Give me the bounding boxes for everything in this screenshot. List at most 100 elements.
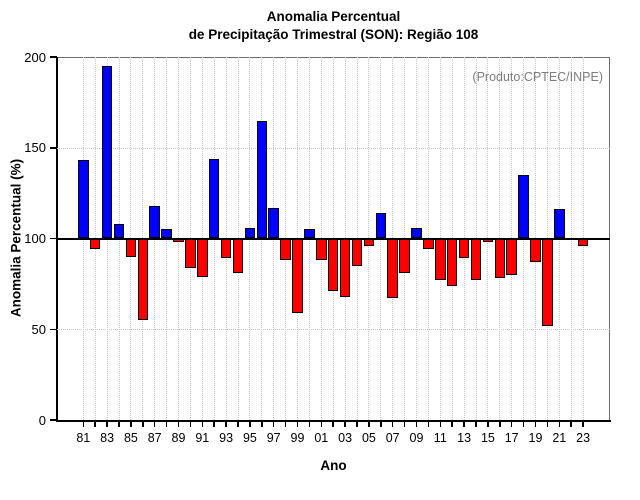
y-tick [50, 419, 57, 421]
x-tick [558, 421, 561, 427]
x-tick [368, 421, 370, 427]
bar-2001 [316, 238, 327, 261]
x-tick [534, 421, 537, 427]
plot-area: (Produto:CPTEC/INPE) 0 50 100 150 200 81 83 85 8… [24, 50, 611, 445]
y-tick-label: 0 [38, 412, 46, 428]
x-tick [106, 421, 108, 427]
x-tick [356, 421, 358, 427]
bar-2018 [518, 174, 529, 239]
x-tick-label: 13 [457, 431, 472, 445]
x-tick [570, 421, 572, 427]
x-tick [320, 421, 323, 427]
bar-2007 [387, 238, 398, 299]
x-tick-label: 07 [385, 431, 400, 445]
x-tick [94, 421, 96, 427]
x-tick [344, 421, 346, 427]
x-tick-label: 23 [576, 431, 591, 445]
x-tick [261, 421, 263, 427]
x-tick-label: 81 [76, 431, 91, 445]
x-tick [546, 421, 549, 427]
x-tick [237, 421, 239, 427]
bar-2013 [458, 238, 470, 259]
x-tick [451, 421, 453, 427]
source-annotation: (Produto:CPTEC/INPE) [472, 70, 603, 84]
x-tick [475, 421, 477, 427]
bar-1994 [232, 238, 244, 273]
bar-2021 [554, 209, 565, 239]
x-tick [201, 421, 204, 427]
y-tick [50, 147, 57, 149]
bar-1982 [89, 238, 101, 250]
x-tick [463, 421, 465, 427]
x-tick-label: 93 [219, 431, 234, 445]
y-tick-label: 150 [24, 140, 46, 156]
bar-1981 [78, 160, 89, 239]
x-tick [510, 421, 513, 427]
x-tick-label: 21 [552, 431, 567, 445]
y-tick-label: 100 [24, 231, 46, 246]
x-tick [427, 421, 430, 427]
y-tick [50, 237, 57, 240]
x-tick-label: 03 [338, 431, 353, 445]
y-tick [50, 328, 57, 330]
y-axis-title: Anomalia Percentual (%) [8, 158, 24, 318]
x-tick-label: 95 [242, 431, 257, 445]
x-tick [380, 421, 382, 427]
x-tick-label: 17 [504, 431, 519, 445]
chart-title-line2: de Precipitação Trimestral (SON): Região… [188, 27, 479, 42]
x-tick-label: 09 [409, 431, 424, 445]
x-tick-label: 97 [266, 431, 281, 445]
bar-1983 [101, 66, 113, 239]
x-tick [189, 421, 192, 427]
x-tick [522, 421, 525, 427]
bar-1985 [125, 238, 137, 257]
bar-2004 [351, 238, 363, 266]
bar-1986 [137, 238, 149, 321]
bar-2014 [470, 238, 482, 281]
x-tick-label: 89 [171, 431, 186, 445]
x-tick [213, 421, 215, 427]
bar-2010 [423, 238, 434, 250]
y-tick [50, 56, 57, 58]
chart-title-line1: Anomalia Percentual [266, 9, 401, 24]
x-tick-label: 99 [290, 431, 305, 445]
x-tick [284, 421, 287, 427]
x-tick [153, 421, 156, 427]
x-tick [272, 421, 275, 427]
bar-2002 [327, 238, 339, 292]
x-tick [332, 421, 334, 427]
bar-1996 [256, 120, 268, 239]
x-tick [391, 421, 394, 427]
bar-2012 [446, 238, 458, 286]
x-tick [296, 421, 299, 427]
x-tick-label: 83 [100, 431, 115, 445]
x-tick [415, 421, 418, 427]
y-tick-label: 200 [24, 49, 46, 65]
bar-2011 [435, 238, 446, 281]
x-tick-label: 19 [528, 431, 543, 445]
bar-1998 [280, 238, 291, 261]
x-tick-label: 85 [123, 431, 138, 445]
x-tick [249, 421, 251, 427]
x-axis-title: Ano [320, 458, 347, 473]
bar-1987 [149, 205, 160, 239]
horizontal-gridline [57, 147, 610, 149]
x-tick-label: 11 [433, 431, 447, 445]
x-tick [225, 421, 227, 427]
bar-1993 [220, 238, 232, 259]
x-tick [439, 421, 442, 427]
bar-2020 [542, 238, 553, 326]
x-tick [308, 421, 311, 427]
bar-2017 [506, 238, 517, 275]
bar-1984 [113, 223, 125, 239]
x-tick [177, 421, 180, 427]
y-tick-label: 50 [31, 321, 46, 337]
bar-2006 [375, 213, 387, 239]
bar-1997 [268, 207, 279, 239]
bar-2023 [577, 238, 589, 246]
x-tick [82, 421, 85, 427]
bar-1990 [185, 238, 196, 268]
bar-2003 [339, 238, 351, 297]
x-tick [165, 421, 168, 427]
